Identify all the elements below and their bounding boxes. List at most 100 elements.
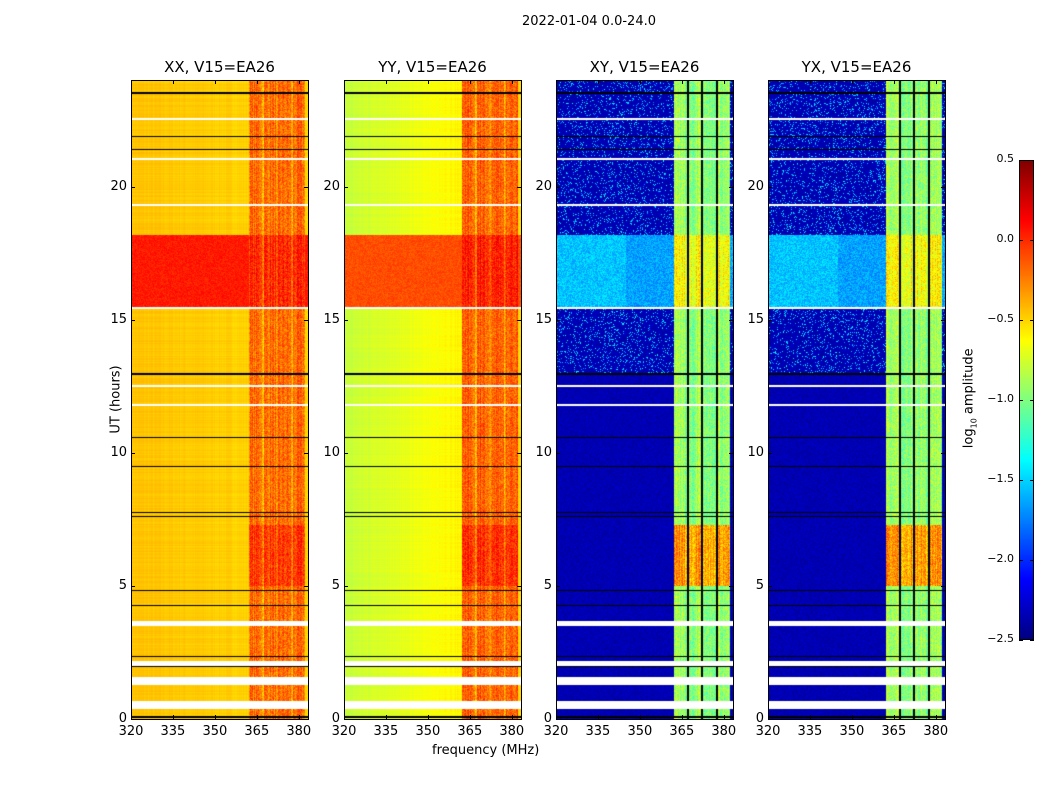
y-tick [768, 186, 772, 188]
colorbar-tick [1019, 160, 1023, 161]
x-tick [893, 715, 895, 719]
x-tick-label: 320 [755, 724, 781, 739]
y-tick [729, 319, 733, 321]
x-tick [639, 715, 641, 719]
x-tick [385, 80, 387, 84]
colorbar-tick-label: −1.0 [987, 392, 1014, 405]
colorbar-tick-label: −2.0 [987, 552, 1014, 565]
x-tick-label: 350 [839, 724, 865, 739]
colorbar-tick [1019, 400, 1023, 401]
x-tick-label: 365 [669, 724, 695, 739]
x-tick [298, 80, 300, 84]
y-tick [344, 452, 348, 454]
y-tick [344, 719, 348, 720]
colorbar-label-rest: amplitude [961, 348, 977, 419]
colorbar-tick [1019, 640, 1023, 641]
y-tick [131, 585, 135, 587]
y-tick [304, 719, 308, 720]
y-tick [304, 585, 308, 587]
y-tick-label: 0 [755, 711, 764, 726]
y-tick [556, 452, 560, 454]
x-tick [556, 80, 557, 84]
y-tick-label: 20 [323, 178, 340, 194]
figure-suptitle: 2022-01-04 0.0-24.0 [522, 14, 656, 29]
colorbar-tick [1030, 160, 1034, 161]
y-tick [304, 319, 308, 321]
x-tick-label: 380 [711, 724, 737, 739]
x-tick [256, 715, 258, 719]
x-tick [511, 715, 513, 719]
x-tick-label: 335 [373, 724, 399, 739]
y-tick [131, 319, 135, 321]
colorbar-tick [1030, 480, 1034, 481]
x-tick-label: 365 [881, 724, 907, 739]
colorbar-tick [1019, 480, 1023, 481]
y-tick [517, 585, 521, 587]
y-tick-label: 20 [535, 178, 552, 194]
x-tick [935, 80, 937, 84]
x-tick [427, 80, 429, 84]
y-tick-label: 5 [755, 577, 764, 593]
y-tick [556, 319, 560, 321]
y-tick [768, 585, 772, 587]
x-tick-label: 335 [160, 724, 186, 739]
y-tick [131, 186, 135, 188]
x-tick-label: 335 [585, 724, 611, 739]
heatmap-xx [131, 80, 308, 719]
x-tick [469, 80, 471, 84]
x-tick-label: 320 [118, 724, 144, 739]
x-tick-label: 365 [244, 724, 270, 739]
y-tick [768, 452, 772, 454]
y-tick [344, 186, 348, 188]
panel-title-yx: YX, V15=EA26 [801, 58, 912, 76]
x-tick [131, 80, 132, 84]
y-tick [556, 719, 560, 720]
heatmap-yx [768, 80, 945, 719]
x-tick [131, 715, 132, 719]
x-axis-label: frequency (MHz) [432, 743, 540, 758]
y-tick [729, 719, 733, 720]
colorbar-tick-label: −2.5 [987, 632, 1014, 645]
colorbar-label-sub: 10 [969, 418, 979, 429]
x-tick [385, 715, 387, 719]
colorbar-tick [1030, 560, 1034, 561]
colorbar [1019, 160, 1034, 640]
y-tick [556, 585, 560, 587]
colorbar-tick-label: −1.5 [987, 472, 1014, 485]
y-tick-label: 20 [110, 178, 127, 194]
y-tick [941, 719, 945, 720]
y-tick [304, 186, 308, 188]
y-tick [517, 186, 521, 188]
y-tick [556, 186, 560, 188]
y-tick [941, 452, 945, 454]
y-tick-label: 20 [747, 178, 764, 194]
x-tick [172, 715, 174, 719]
colorbar-tick [1019, 560, 1023, 561]
x-tick-label: 380 [923, 724, 949, 739]
colorbar-tick [1019, 240, 1023, 241]
x-tick [851, 80, 853, 84]
y-tick [729, 585, 733, 587]
y-tick [304, 452, 308, 454]
colorbar-tick [1030, 400, 1034, 401]
x-tick-label: 335 [797, 724, 823, 739]
y-tick-label: 10 [110, 444, 127, 460]
y-tick-label: 0 [331, 711, 340, 726]
y-tick [768, 719, 772, 720]
y-tick [941, 186, 945, 188]
y-tick-label: 5 [331, 577, 340, 593]
colorbar-tick-label: −0.5 [987, 312, 1014, 325]
x-tick [768, 715, 769, 719]
x-tick [723, 80, 725, 84]
x-tick [298, 715, 300, 719]
x-tick [172, 80, 174, 84]
y-tick-label: 10 [323, 444, 340, 460]
y-tick [344, 319, 348, 321]
y-tick [941, 585, 945, 587]
x-tick [935, 715, 937, 719]
y-tick [131, 452, 135, 454]
y-tick-label: 15 [747, 311, 764, 327]
x-tick-label: 380 [286, 724, 312, 739]
colorbar-tick [1030, 640, 1034, 641]
